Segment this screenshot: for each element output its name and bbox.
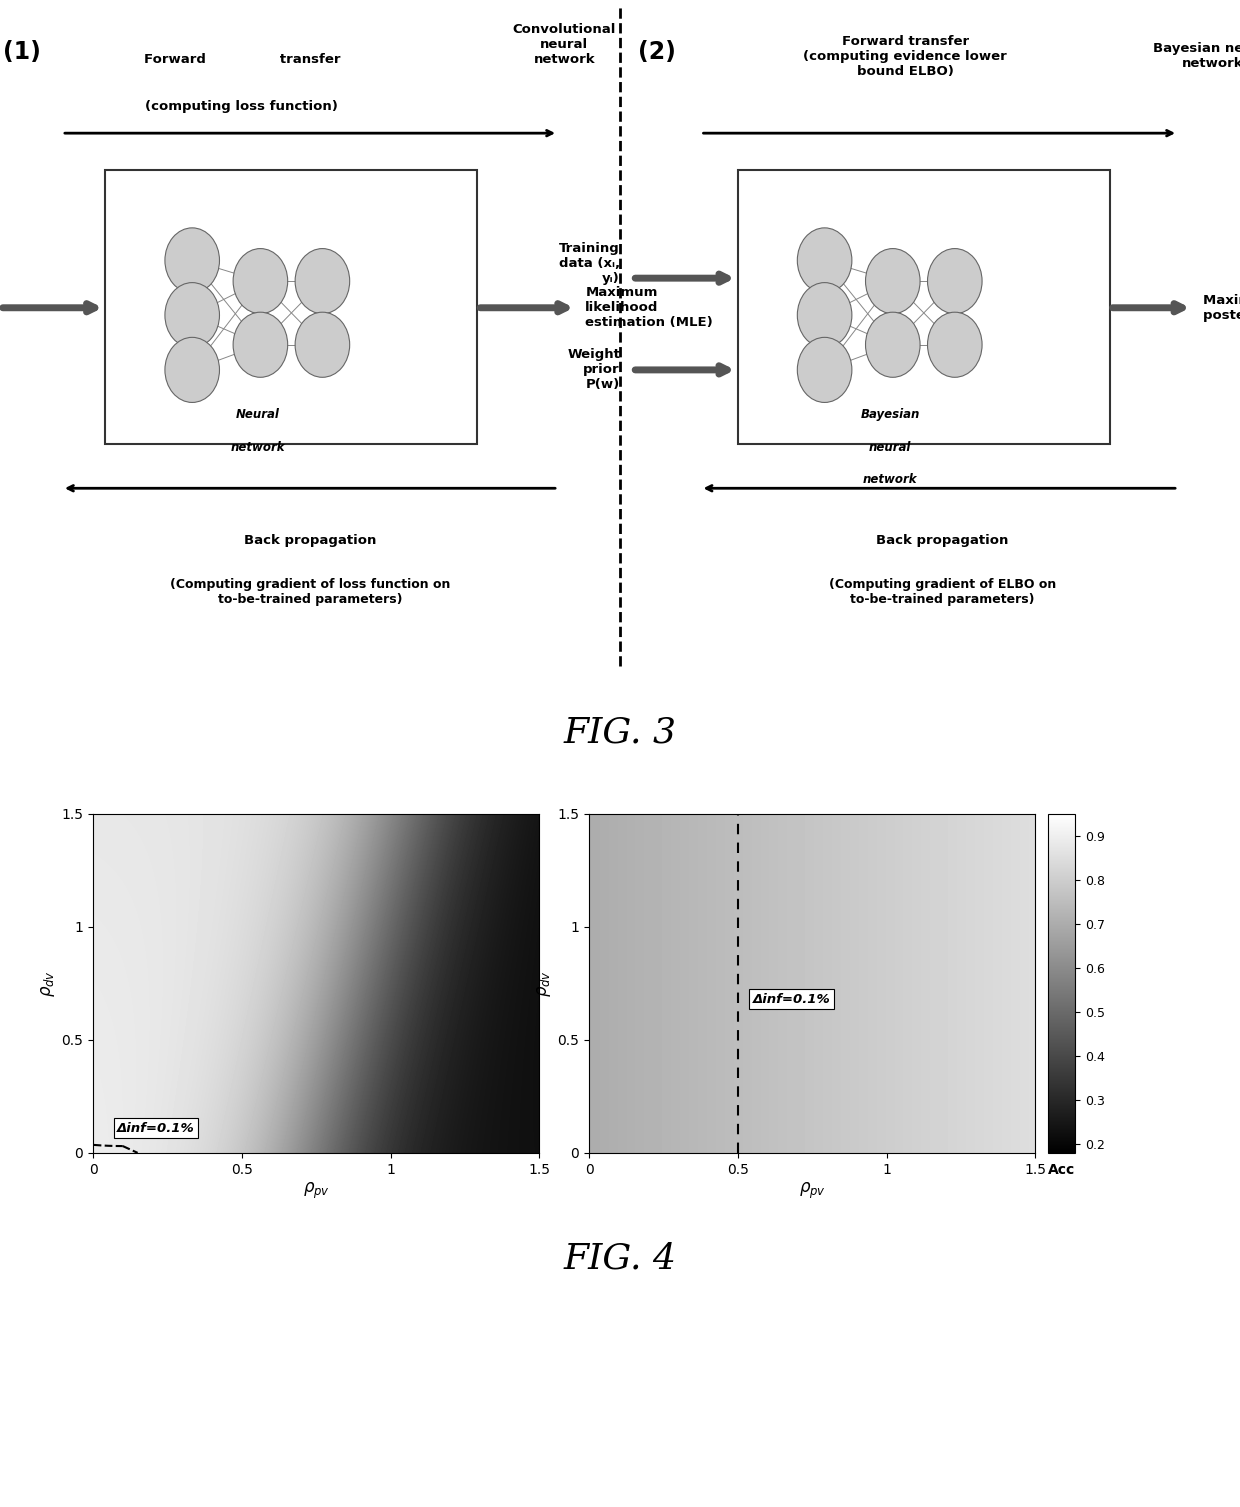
Circle shape xyxy=(295,312,350,377)
Text: (computing loss function): (computing loss function) xyxy=(145,99,339,113)
Circle shape xyxy=(165,283,219,348)
Text: Δinf=0.1%: Δinf=0.1% xyxy=(753,993,831,1005)
Y-axis label: $\rho_{dv}$: $\rho_{dv}$ xyxy=(536,971,553,996)
Text: (1): (1) xyxy=(4,39,41,63)
Text: neural: neural xyxy=(869,442,911,454)
Circle shape xyxy=(233,312,288,377)
FancyBboxPatch shape xyxy=(105,170,477,445)
Circle shape xyxy=(797,283,852,348)
Text: Bayesian neural
network: Bayesian neural network xyxy=(1153,42,1240,71)
Text: network: network xyxy=(231,442,285,454)
Text: Bayesian: Bayesian xyxy=(861,408,920,422)
Text: Back propagation: Back propagation xyxy=(244,533,376,547)
Text: (Computing gradient of loss function on
to-be-trained parameters): (Computing gradient of loss function on … xyxy=(170,577,450,606)
Text: Maximum a
posteriori (MAP): Maximum a posteriori (MAP) xyxy=(1203,294,1240,322)
Text: Neural: Neural xyxy=(236,408,280,422)
Circle shape xyxy=(165,228,219,292)
X-axis label: $\rho_{pv}$: $\rho_{pv}$ xyxy=(799,1181,826,1201)
FancyBboxPatch shape xyxy=(738,170,1110,445)
Text: Back propagation: Back propagation xyxy=(877,533,1008,547)
Text: Maximum
likelihood
estimation (MLE): Maximum likelihood estimation (MLE) xyxy=(585,286,713,329)
Text: Acc: Acc xyxy=(1048,1163,1075,1177)
Circle shape xyxy=(233,249,288,313)
Circle shape xyxy=(797,228,852,292)
Text: FIG. 4: FIG. 4 xyxy=(563,1242,677,1275)
Circle shape xyxy=(928,249,982,313)
Text: network: network xyxy=(863,473,918,487)
X-axis label: $\rho_{pv}$: $\rho_{pv}$ xyxy=(303,1181,330,1201)
Text: (Computing gradient of ELBO on
to-be-trained parameters): (Computing gradient of ELBO on to-be-tra… xyxy=(828,577,1056,606)
Circle shape xyxy=(797,338,852,402)
Circle shape xyxy=(928,312,982,377)
Y-axis label: $\rho_{dv}$: $\rho_{dv}$ xyxy=(40,971,57,996)
Text: Weight
prior
P(w): Weight prior P(w) xyxy=(567,348,620,392)
Text: Training
data (xᵢ,
yᵢ): Training data (xᵢ, yᵢ) xyxy=(559,241,620,285)
Circle shape xyxy=(866,249,920,313)
Circle shape xyxy=(165,338,219,402)
Text: FIG. 3: FIG. 3 xyxy=(563,716,677,749)
Circle shape xyxy=(866,312,920,377)
Text: Convolutional
neural
network: Convolutional neural network xyxy=(512,23,616,66)
Text: Forward transfer
(computing evidence lower
bound ELBO): Forward transfer (computing evidence low… xyxy=(804,35,1007,78)
Text: Δinf=0.1%: Δinf=0.1% xyxy=(117,1121,195,1135)
Text: (2): (2) xyxy=(639,39,676,63)
Circle shape xyxy=(295,249,350,313)
Text: Forward                transfer: Forward transfer xyxy=(144,53,340,66)
